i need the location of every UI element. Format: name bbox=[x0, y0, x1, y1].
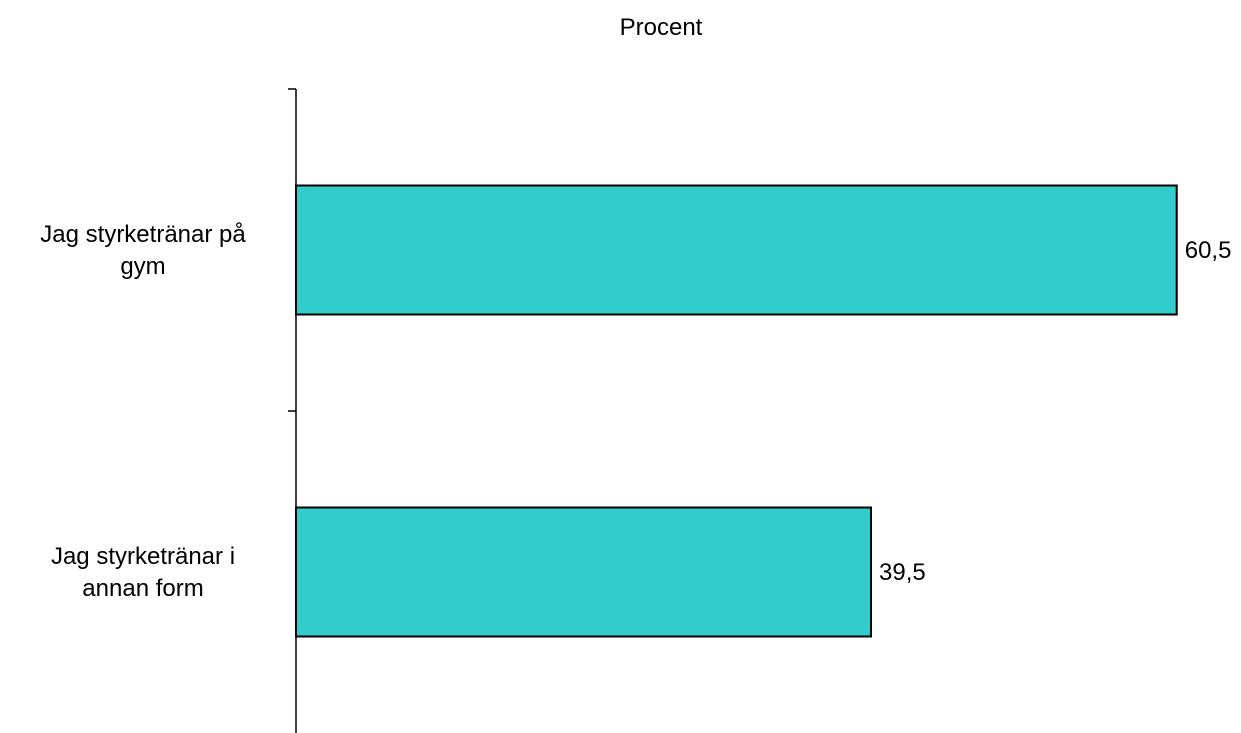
category-axis bbox=[288, 88, 297, 733]
category-label-2: Jag styrketränar i annan form bbox=[51, 543, 235, 602]
chart-title: Procent bbox=[620, 14, 703, 41]
value-label-1: 60,5 bbox=[1185, 237, 1232, 264]
category-label-1: Jag styrketränar på gym bbox=[40, 221, 246, 280]
bar-2 bbox=[295, 506, 873, 638]
value-label-2: 39,5 bbox=[879, 559, 926, 586]
bar-1 bbox=[295, 184, 1178, 316]
labels-layer: 60,5 39,5 Jag styrketränar på gym Jag styrke… bbox=[40, 221, 1231, 602]
bars-layer bbox=[295, 184, 1178, 638]
